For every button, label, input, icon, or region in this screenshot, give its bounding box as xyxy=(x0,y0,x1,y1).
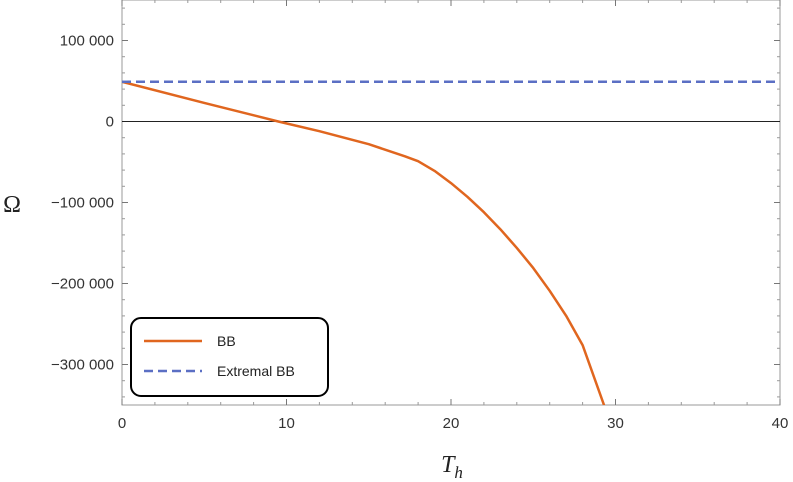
legend-box xyxy=(130,317,329,397)
y-axis-label: Ω xyxy=(3,192,21,218)
x-tick-label: 30 xyxy=(607,415,624,432)
y-tick-label: −100 000 xyxy=(51,195,114,212)
x-tick-label: 0 xyxy=(118,415,126,432)
y-tick-label: −300 000 xyxy=(51,357,114,374)
legend-label-bb: BB xyxy=(217,333,236,349)
major-ticks xyxy=(121,0,781,405)
x-axis-label-main: T xyxy=(441,452,456,478)
legend: BB Extremal BB xyxy=(130,317,329,397)
series-layer xyxy=(122,80,780,405)
y-tick-label: 100 000 xyxy=(60,33,114,50)
x-tick-label: 10 xyxy=(278,415,295,432)
y-tick-labels: 100 000 0 −100 000 −200 000 −300 000 xyxy=(51,33,114,374)
x-axis-label: Th xyxy=(441,452,463,482)
y-tick-label: 0 xyxy=(106,114,114,131)
legend-label-extremal-bb: Extremal BB xyxy=(217,363,295,379)
x-axis-label-subscript: h xyxy=(454,463,463,482)
y-tick-label: −200 000 xyxy=(51,276,114,293)
x-tick-labels: 0 10 20 30 40 xyxy=(118,415,789,432)
series-line-bb xyxy=(122,80,606,405)
x-tick-label: 40 xyxy=(772,415,789,432)
x-tick-label: 20 xyxy=(443,415,460,432)
